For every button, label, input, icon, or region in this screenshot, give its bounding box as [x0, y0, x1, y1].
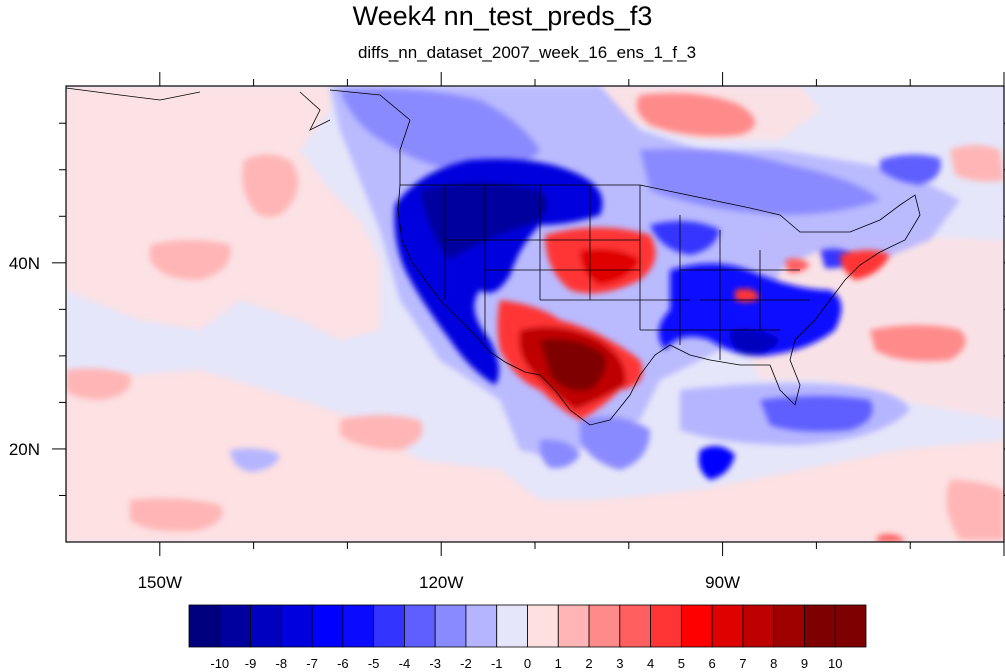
- colorbar-label: 3: [616, 656, 623, 671]
- colorbar-swatch: [465, 604, 498, 648]
- colorbar-label: -10: [210, 656, 229, 671]
- coastlines-and-borders: [66, 87, 921, 426]
- map-subtitle: diffs_nn_dataset_2007_week_16_ens_1_f_3: [357, 43, 697, 62]
- colorbar-label: 8: [770, 656, 777, 671]
- y-tick-label: 20N: [9, 440, 40, 459]
- y-tick-label: 40N: [9, 254, 40, 273]
- colorbar-label: -7: [306, 656, 318, 671]
- colorbar-label: -1: [491, 656, 503, 671]
- colorbar-label: 6: [709, 656, 716, 671]
- colorbar-label: 2: [585, 656, 592, 671]
- colorbar-swatch: [496, 604, 528, 648]
- colorbar-swatch: [250, 604, 282, 648]
- colorbar-swatch: [680, 604, 713, 648]
- colorbar-label: -2: [460, 656, 472, 671]
- colorbar-swatch: [619, 604, 651, 648]
- colorbar-swatch: [742, 604, 775, 648]
- colorbar-labels: -10 -9 -8 -7 -6 -5 -4 -3 -2 -1 0 1 2 3 4 5 6 7 8 9 10: [210, 656, 842, 671]
- y-axis-labels: 40N 20N: [9, 254, 40, 459]
- x-tick-label: 120W: [419, 573, 463, 592]
- colorbar-swatch: [404, 604, 436, 648]
- colorbar-swatch: [804, 604, 836, 648]
- medium-positive-regions: [66, 92, 1004, 540]
- colorbar-label: -5: [368, 656, 380, 671]
- colorbar-swatch: [527, 604, 559, 648]
- colorbar-label: 7: [739, 656, 746, 671]
- strong-negative-west: [394, 159, 603, 385]
- colorbar-swatch: [834, 604, 867, 648]
- colorbar-label: 10: [828, 656, 842, 671]
- strong-negative-east: [650, 221, 855, 480]
- anomaly-field: [66, 86, 1004, 542]
- colorbar-swatch: [311, 604, 344, 648]
- axis-ticks: [52, 72, 1005, 556]
- colorbar-swatch: [342, 604, 375, 648]
- colorbar-swatch: [773, 604, 805, 648]
- colorbar-swatch: [434, 604, 467, 648]
- colorbar-swatch: [219, 604, 251, 648]
- colorbar-swatch: [188, 604, 221, 648]
- colorbar-label: -4: [399, 656, 411, 671]
- map-title: Week4 nn_test_preds_f3: [352, 1, 653, 31]
- x-tick-label: 90W: [705, 573, 740, 592]
- colorbar-swatch: [711, 604, 744, 648]
- colorbar-swatch: [588, 604, 621, 648]
- colorbar-label: 0: [524, 656, 531, 671]
- colorbar: [188, 604, 867, 648]
- colorbar-swatch: [650, 604, 682, 648]
- colorbar-label: 9: [801, 656, 808, 671]
- x-tick-label: 150W: [138, 573, 182, 592]
- colorbar-label: 1: [555, 656, 562, 671]
- colorbar-swatch: [557, 604, 590, 648]
- colorbar-label: -8: [276, 656, 288, 671]
- colorbar-swatch: [280, 604, 313, 648]
- x-axis-labels: 150W 120W 90W: [138, 573, 740, 592]
- colorbar-label: -3: [429, 656, 441, 671]
- positive-core: [497, 227, 905, 542]
- colorbar-label: 5: [678, 656, 685, 671]
- medium-negative-regions: [340, 88, 941, 470]
- colorbar-label: -9: [245, 656, 257, 671]
- colorbar-label: 4: [647, 656, 654, 671]
- colorbar-swatch: [373, 604, 405, 648]
- colorbar-label: -6: [337, 656, 349, 671]
